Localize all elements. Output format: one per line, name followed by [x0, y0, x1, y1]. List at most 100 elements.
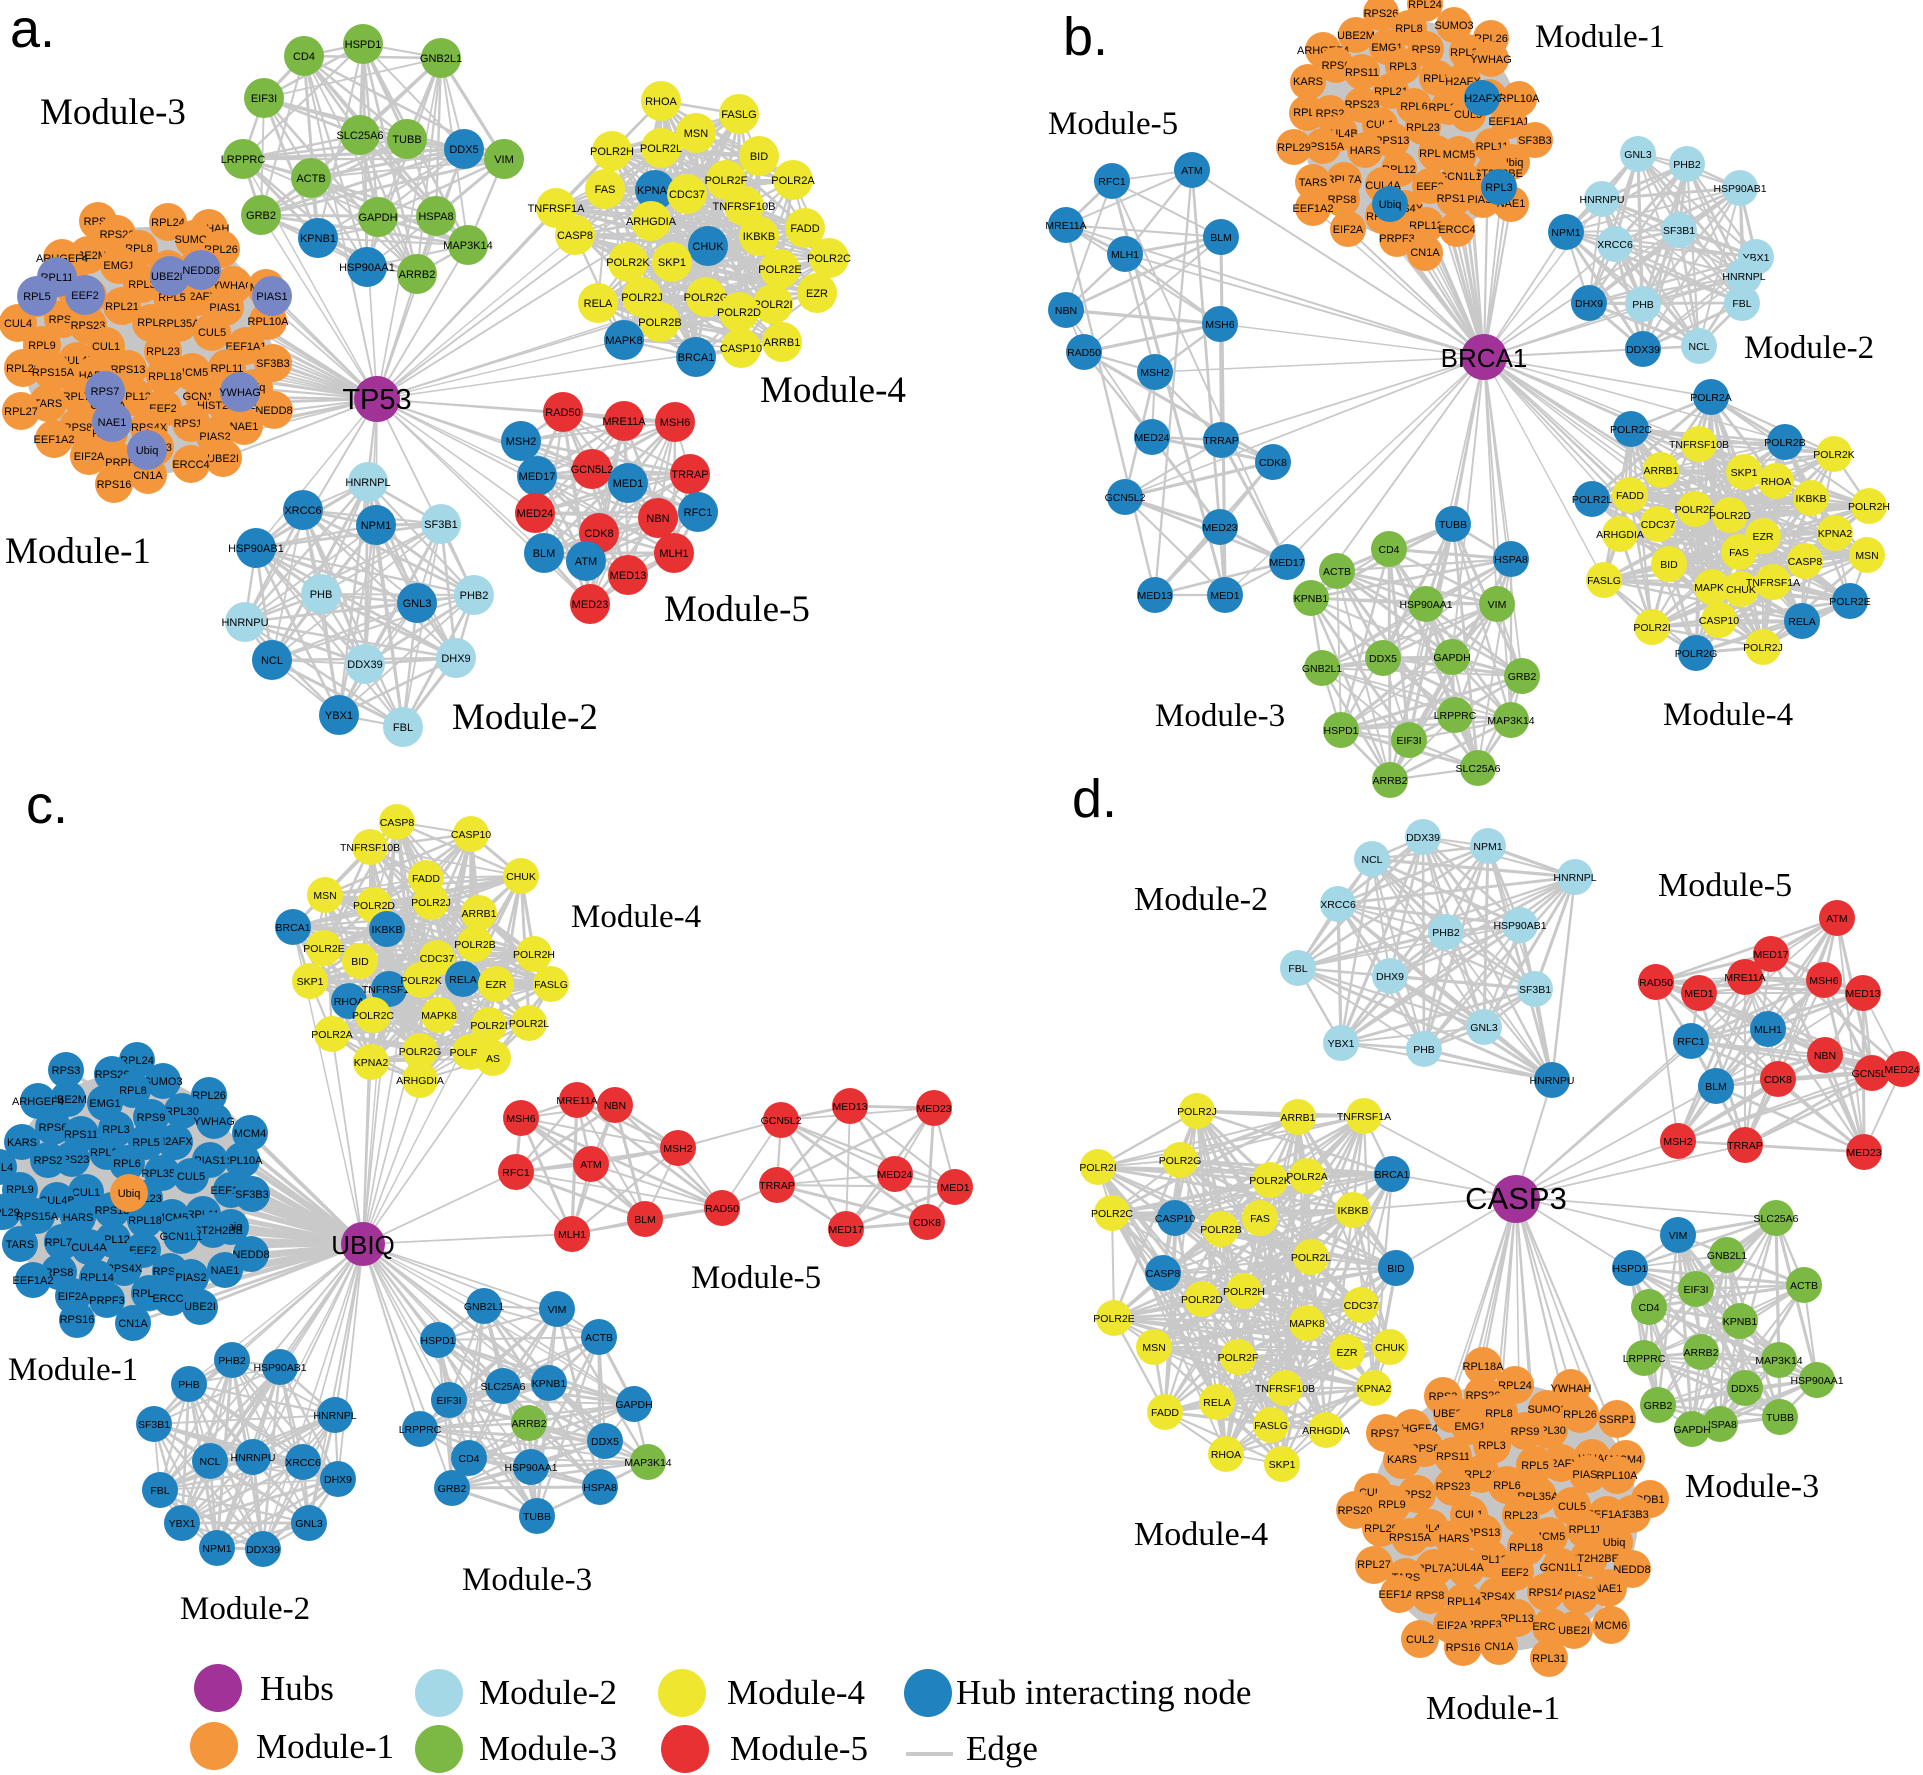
svg-text:HNRNPL: HNRNPL [313, 1410, 356, 1422]
svg-text:BID: BID [351, 956, 369, 968]
svg-text:RPL10A: RPL10A [1597, 1470, 1639, 1482]
svg-text:GNL3: GNL3 [295, 1518, 323, 1530]
svg-text:GRB2: GRB2 [246, 210, 276, 222]
svg-text:GNB2L1: GNB2L1 [420, 53, 462, 65]
svg-text:RPS6: RPS6 [39, 1122, 68, 1134]
svg-text:POLR2B: POLR2B [1200, 1224, 1241, 1236]
svg-text:MED1: MED1 [1684, 988, 1713, 1000]
svg-text:GRB2: GRB2 [438, 1483, 467, 1495]
svg-text:RPS15A: RPS15A [1302, 141, 1345, 153]
svg-text:SF3B1: SF3B1 [424, 519, 458, 531]
svg-text:MLH1: MLH1 [558, 1229, 586, 1241]
svg-text:MLH1: MLH1 [659, 548, 688, 560]
svg-text:POLR2K: POLR2K [1249, 1175, 1290, 1187]
svg-text:ATM: ATM [580, 1159, 601, 1171]
svg-text:CD4: CD4 [1378, 544, 1399, 556]
svg-text:RPL9: RPL9 [6, 1184, 34, 1196]
svg-text:ACTB: ACTB [1323, 566, 1351, 578]
svg-text:TNFRSF1A: TNFRSF1A [1337, 1111, 1391, 1123]
svg-text:GCN1L1: GCN1L1 [160, 1231, 203, 1243]
svg-text:RPL27: RPL27 [1357, 1559, 1391, 1571]
svg-text:IKBKB: IKBKB [1338, 1205, 1369, 1217]
svg-text:HSP90AB1: HSP90AB1 [228, 543, 284, 555]
svg-text:RPS16: RPS16 [97, 479, 132, 491]
svg-text:RPL3: RPL3 [102, 1124, 130, 1136]
svg-text:VIM: VIM [494, 154, 514, 166]
svg-text:POLR2H: POLR2H [1848, 501, 1890, 513]
svg-text:MSH6: MSH6 [1205, 319, 1234, 331]
svg-text:NBN: NBN [646, 513, 669, 525]
svg-text:CN1A: CN1A [133, 470, 163, 482]
svg-text:BID: BID [750, 151, 768, 163]
svg-text:H2AFX: H2AFX [157, 1136, 193, 1148]
svg-text:RPS15A: RPS15A [32, 367, 75, 379]
svg-text:POLR2L: POLR2L [640, 143, 682, 155]
svg-text:VIM: VIM [548, 1304, 567, 1316]
svg-text:RPL8: RPL8 [1395, 23, 1423, 35]
svg-text:LRPPRC: LRPPRC [399, 1424, 442, 1436]
svg-text:Module-2: Module-2 [1744, 330, 1874, 366]
svg-text:MED1: MED1 [940, 1182, 969, 1194]
svg-text:HARS: HARS [1439, 1533, 1470, 1545]
svg-text:UBE2M: UBE2M [1337, 30, 1375, 42]
svg-text:IKBKB: IKBKB [1796, 493, 1827, 505]
svg-text:CDC37: CDC37 [1641, 519, 1676, 531]
svg-text:GAPDH: GAPDH [1673, 1424, 1710, 1436]
svg-text:GNB2L1: GNB2L1 [464, 1301, 504, 1313]
svg-text:PHB: PHB [178, 1379, 200, 1391]
svg-text:HNRNPL: HNRNPL [345, 477, 390, 489]
svg-text:ARHGDIA: ARHGDIA [396, 1075, 444, 1087]
svg-text:PRPF3: PRPF3 [89, 1295, 124, 1307]
svg-text:MSH2: MSH2 [663, 1143, 692, 1155]
svg-text:POLR2I: POLR2I [470, 1020, 507, 1032]
svg-text:EIF3I: EIF3I [436, 1395, 461, 1407]
svg-text:BRCA1: BRCA1 [678, 352, 715, 364]
svg-text:RPL10A: RPL10A [222, 1155, 264, 1167]
svg-text:RPL3: RPL3 [128, 279, 156, 291]
svg-text:PIAS1: PIAS1 [1572, 1469, 1603, 1481]
svg-text:RPL14: RPL14 [80, 1272, 114, 1284]
svg-text:RPL5: RPL5 [1423, 73, 1451, 85]
svg-text:RHOA: RHOA [1761, 476, 1791, 488]
svg-text:HSP90AB1: HSP90AB1 [1493, 920, 1546, 932]
svg-text:CUL5: CUL5 [198, 327, 226, 339]
svg-text:HSP90AA1: HSP90AA1 [1399, 599, 1452, 611]
svg-text:MED23: MED23 [572, 599, 609, 611]
svg-text:SF3B1: SF3B1 [1663, 225, 1695, 237]
svg-text:RPL29: RPL29 [1364, 1523, 1398, 1535]
svg-text:GAPDH: GAPDH [358, 212, 397, 224]
svg-text:RPL29: RPL29 [0, 1207, 20, 1219]
svg-text:ATM: ATM [1181, 165, 1202, 177]
svg-text:VIM: VIM [1669, 1230, 1688, 1242]
svg-text:CHUK: CHUK [1375, 1342, 1405, 1354]
svg-text:GCN5L2: GCN5L2 [761, 1115, 802, 1127]
svg-text:MSH6: MSH6 [506, 1113, 535, 1125]
svg-text:POLR2L: POLR2L [1291, 1252, 1331, 1264]
svg-text:CUL1: CUL1 [92, 341, 120, 353]
svg-text:CASP8: CASP8 [1788, 556, 1823, 568]
svg-text:UBIQ: UBIQ [331, 1230, 395, 1260]
svg-text:HSPD1: HSPD1 [345, 39, 382, 51]
svg-text:XRCC6: XRCC6 [1320, 899, 1356, 911]
svg-text:EZR: EZR [1753, 531, 1774, 543]
svg-text:MED24: MED24 [1134, 432, 1169, 444]
svg-text:GCN1L1: GCN1L1 [1439, 171, 1482, 183]
svg-text:CUL5: CUL5 [1558, 1501, 1586, 1513]
svg-text:MRE11A: MRE11A [1045, 220, 1086, 232]
svg-text:PHB2: PHB2 [1432, 927, 1460, 939]
svg-text:MED13: MED13 [1845, 988, 1880, 1000]
svg-text:PHB: PHB [1413, 1044, 1435, 1056]
svg-text:EIF2A: EIF2A [58, 1291, 89, 1303]
svg-text:CD4: CD4 [293, 51, 315, 63]
svg-text:POLR2L: POLR2L [1572, 494, 1612, 506]
svg-text:HSPD1: HSPD1 [1612, 1263, 1647, 1275]
svg-text:RPL9: RPL9 [1378, 1499, 1406, 1511]
svg-text:FADD: FADD [1151, 1407, 1179, 1419]
svg-text:CDC37: CDC37 [1344, 1300, 1379, 1312]
svg-text:Module-5: Module-5 [730, 1729, 868, 1768]
svg-text:HNRNPL: HNRNPL [1722, 271, 1765, 283]
svg-text:Module-1: Module-1 [5, 531, 151, 572]
svg-text:RPL11: RPL11 [211, 363, 244, 375]
svg-text:POLR2I: POLR2I [753, 299, 792, 311]
svg-text:GCN1L1: GCN1L1 [1540, 1562, 1583, 1574]
